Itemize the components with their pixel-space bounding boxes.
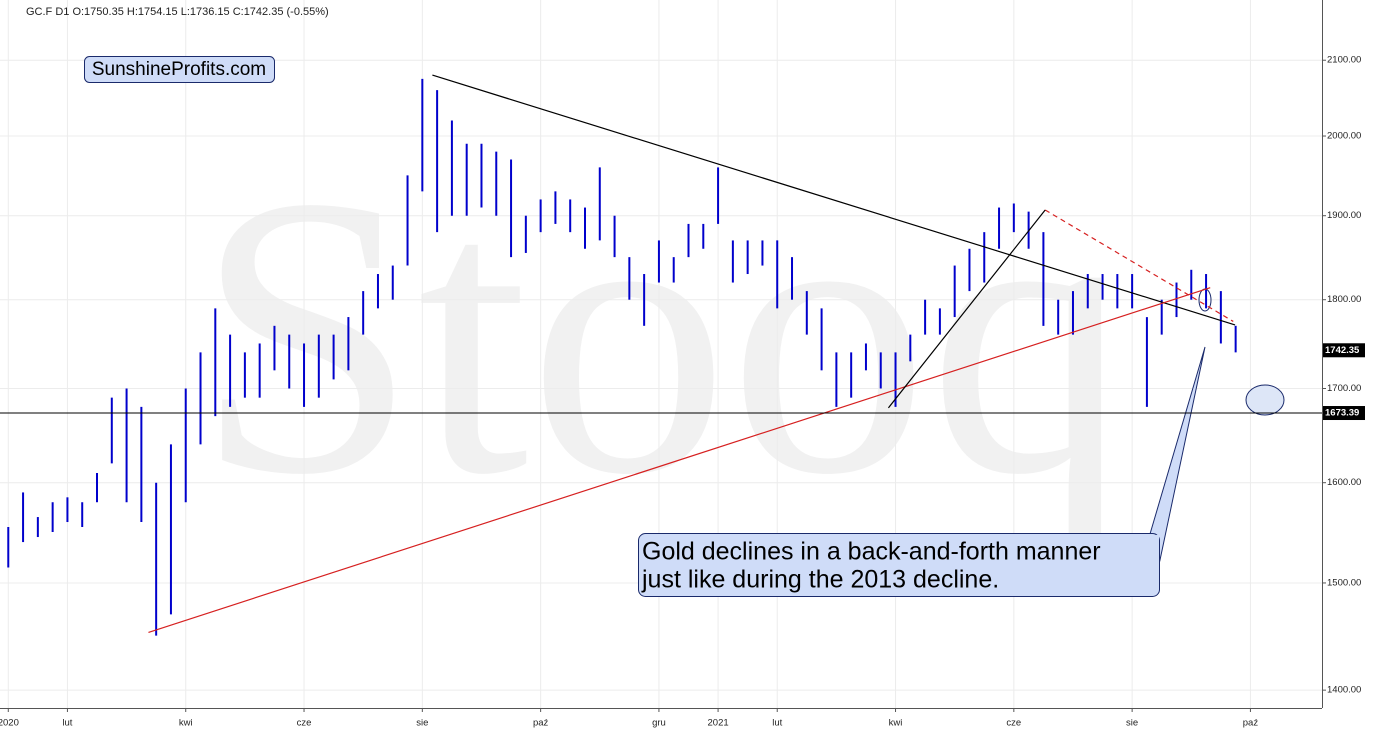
x-tick-label: gru — [652, 718, 666, 729]
x-tick-label: 2020 — [0, 718, 19, 729]
callout-joint — [1149, 535, 1159, 559]
x-tick-label: 2021 — [708, 718, 729, 729]
badge: SunshineProfits.com — [92, 59, 266, 80]
callout-box — [638, 533, 1160, 597]
y-tick-label: 1800.00 — [1327, 294, 1361, 305]
x-tick-label: paź — [1243, 718, 1259, 729]
trendline — [887, 209, 1046, 409]
callout-line: Gold declines in a back-and-forth manner — [642, 538, 1101, 566]
header: GC.F D1 O:1750.35 H:1754.15 L:1736.15 C:… — [26, 6, 329, 18]
y-tick-label: 1500.00 — [1327, 577, 1361, 588]
x-tick-label: lut — [772, 718, 782, 729]
x-tick-label: sie — [416, 718, 428, 729]
trendline — [1044, 209, 1234, 322]
x-tick-label: lut — [62, 718, 72, 729]
x-tick-label: cze — [1006, 718, 1021, 729]
callout-line: just like during the 2013 decline. — [641, 566, 999, 594]
price-label: 1742.35 — [1325, 345, 1360, 356]
watermark: Stooq — [195, 114, 1129, 558]
target-ellipse — [1245, 384, 1285, 416]
price-label: 1673.39 — [1325, 408, 1359, 419]
trendline — [432, 74, 1236, 326]
price-label-box — [1323, 406, 1365, 421]
y-tick-label: 1900.00 — [1327, 210, 1361, 221]
x-tick-label: kwi — [889, 718, 903, 729]
x-tick-label: cze — [297, 718, 312, 729]
price-label-box — [1323, 343, 1365, 358]
y-tick-label: 1700.00 — [1327, 383, 1361, 394]
x-tick-label: kwi — [179, 718, 193, 729]
y-tick-label: 2000.00 — [1327, 131, 1361, 142]
y-tick-label: 2100.00 — [1327, 55, 1361, 66]
x-tick-label: sie — [1126, 718, 1138, 729]
trendline — [148, 287, 1211, 633]
y-tick-label: 1400.00 — [1327, 685, 1361, 696]
marks-layer — [7, 78, 1237, 636]
y-tick-label: 1600.00 — [1327, 477, 1361, 488]
badge-box — [84, 56, 275, 83]
x-tick-label: paź — [533, 718, 549, 729]
watermark-layer: Stooq — [195, 114, 1129, 558]
